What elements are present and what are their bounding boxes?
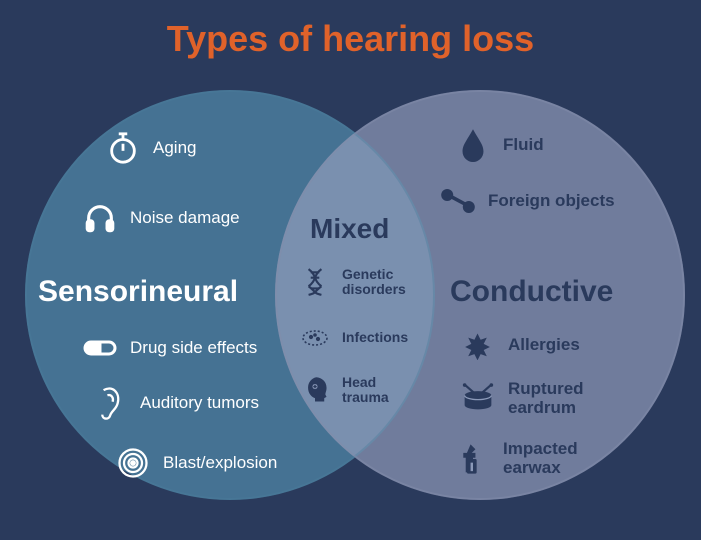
item-genetic-disorders: Genetic disorders <box>300 267 412 298</box>
item-noise-damage: Noise damage <box>82 200 240 236</box>
category-sensorineural: Sensorineural <box>38 275 238 309</box>
item-label: Auditory tumors <box>140 394 259 413</box>
item-label: Aging <box>153 139 196 158</box>
item-label: Infections <box>342 330 408 345</box>
drum-icon <box>460 381 496 417</box>
item-label: Allergies <box>508 336 580 355</box>
item-label: Noise damage <box>130 209 240 228</box>
item-head-trauma: Head trauma <box>300 375 402 406</box>
pill-icon <box>82 330 118 366</box>
blast-icon <box>115 445 151 481</box>
item-label: Fluid <box>503 136 544 155</box>
dumbbell-icon <box>440 183 476 219</box>
dna-icon <box>300 267 330 297</box>
item-label: Ruptured eardrum <box>508 380 598 417</box>
droplet-icon <box>455 127 491 163</box>
item-fluid: Fluid <box>455 127 544 163</box>
item-label: Foreign objects <box>488 192 615 211</box>
item-aging: Aging <box>105 130 196 166</box>
category-conductive: Conductive <box>450 275 613 309</box>
headphones-icon <box>82 200 118 236</box>
item-ruptured-eardrum: Ruptured eardrum <box>460 380 598 417</box>
item-blast-explosion: Blast/explosion <box>115 445 277 481</box>
ear-plug-icon <box>455 441 491 477</box>
item-label: Impacted earwax <box>503 440 593 477</box>
stopwatch-icon <box>105 130 141 166</box>
category-mixed: Mixed <box>310 213 389 245</box>
item-label: Head trauma <box>342 375 402 406</box>
item-label: Genetic disorders <box>342 267 412 298</box>
item-impacted-earwax: Impacted earwax <box>455 440 593 477</box>
venn-diagram: Sensorineural Mixed Conductive Aging Noi… <box>0 75 701 525</box>
item-foreign-objects: Foreign objects <box>440 183 615 219</box>
item-allergies: Allergies <box>460 327 580 363</box>
item-label: Drug side effects <box>130 339 257 358</box>
leaf-icon <box>460 327 496 363</box>
microbe-icon <box>300 323 330 353</box>
item-label: Blast/explosion <box>163 454 277 473</box>
head-trauma-icon <box>300 375 330 405</box>
ear-icon <box>92 385 128 421</box>
item-drug-side-effects: Drug side effects <box>82 330 257 366</box>
item-auditory-tumors: Auditory tumors <box>92 385 259 421</box>
page-title: Types of hearing loss <box>0 0 701 60</box>
item-infections: Infections <box>300 323 408 353</box>
